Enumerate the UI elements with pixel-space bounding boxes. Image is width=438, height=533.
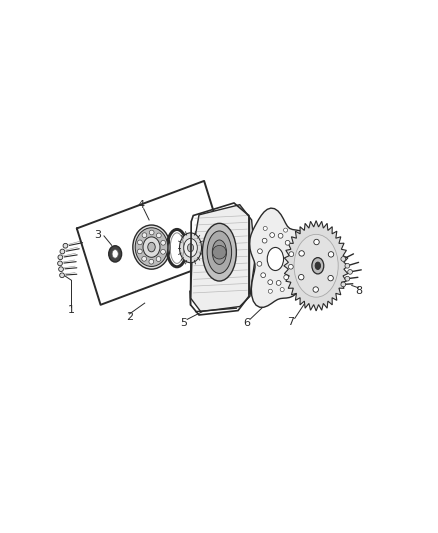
Circle shape xyxy=(268,280,272,285)
Ellipse shape xyxy=(180,233,201,263)
Ellipse shape xyxy=(294,235,338,297)
Ellipse shape xyxy=(184,238,197,257)
Circle shape xyxy=(285,240,290,245)
Circle shape xyxy=(263,227,267,230)
Ellipse shape xyxy=(267,247,283,271)
Circle shape xyxy=(156,257,161,261)
Circle shape xyxy=(262,238,267,243)
Circle shape xyxy=(261,273,265,278)
Circle shape xyxy=(212,245,226,259)
Circle shape xyxy=(313,287,318,292)
Circle shape xyxy=(161,240,166,245)
Text: 3: 3 xyxy=(94,230,101,240)
Circle shape xyxy=(58,255,63,260)
Circle shape xyxy=(345,276,350,281)
Circle shape xyxy=(278,233,283,238)
Circle shape xyxy=(149,230,154,235)
Text: 2: 2 xyxy=(126,312,133,322)
Circle shape xyxy=(289,252,294,256)
Circle shape xyxy=(258,249,262,254)
Circle shape xyxy=(138,240,142,245)
Circle shape xyxy=(280,287,284,292)
Circle shape xyxy=(161,249,166,254)
Circle shape xyxy=(59,267,64,271)
Text: 8: 8 xyxy=(355,286,362,296)
Circle shape xyxy=(284,275,289,280)
Circle shape xyxy=(328,252,334,257)
Circle shape xyxy=(345,263,350,268)
Ellipse shape xyxy=(312,257,324,274)
Ellipse shape xyxy=(315,262,321,270)
Ellipse shape xyxy=(109,246,122,262)
Ellipse shape xyxy=(202,223,237,281)
Text: 4: 4 xyxy=(138,200,145,211)
Polygon shape xyxy=(284,221,348,311)
Circle shape xyxy=(276,280,281,285)
Text: 6: 6 xyxy=(243,318,250,328)
Circle shape xyxy=(341,256,346,261)
Polygon shape xyxy=(191,205,255,312)
Circle shape xyxy=(268,289,272,293)
Circle shape xyxy=(58,261,62,266)
Ellipse shape xyxy=(207,231,232,273)
Circle shape xyxy=(328,276,333,281)
Ellipse shape xyxy=(112,249,118,258)
Circle shape xyxy=(299,251,304,256)
Ellipse shape xyxy=(133,225,170,269)
Circle shape xyxy=(156,233,161,238)
Ellipse shape xyxy=(187,244,194,252)
Text: 5: 5 xyxy=(180,318,187,328)
Circle shape xyxy=(283,228,288,232)
Circle shape xyxy=(60,273,64,278)
Ellipse shape xyxy=(135,228,168,266)
Text: 1: 1 xyxy=(67,305,74,315)
Circle shape xyxy=(270,232,275,237)
Circle shape xyxy=(138,249,142,254)
Circle shape xyxy=(299,274,304,280)
Circle shape xyxy=(142,233,147,238)
Circle shape xyxy=(289,264,293,269)
Polygon shape xyxy=(250,208,315,307)
Ellipse shape xyxy=(148,243,155,252)
Circle shape xyxy=(257,262,262,266)
Circle shape xyxy=(149,260,154,264)
Circle shape xyxy=(314,239,319,245)
Circle shape xyxy=(60,249,65,254)
Ellipse shape xyxy=(212,240,226,264)
Circle shape xyxy=(142,256,147,261)
Text: 7: 7 xyxy=(287,317,294,327)
Ellipse shape xyxy=(143,237,160,257)
Circle shape xyxy=(348,270,353,274)
Circle shape xyxy=(63,244,68,248)
Circle shape xyxy=(341,282,346,287)
